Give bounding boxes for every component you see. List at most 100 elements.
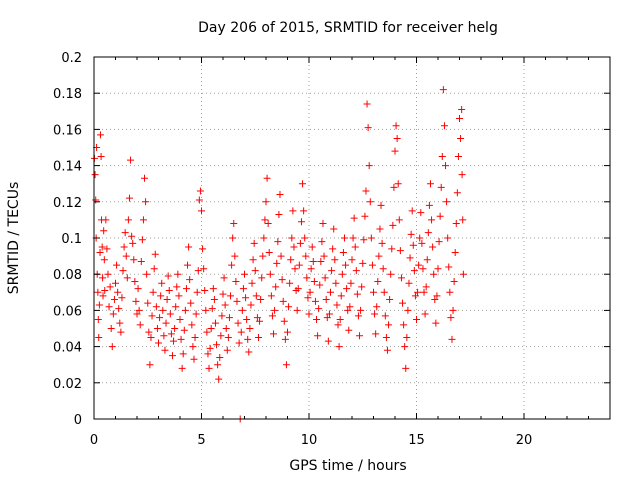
data-point xyxy=(371,310,379,318)
data-point xyxy=(270,330,278,338)
data-point xyxy=(368,261,376,269)
data-point xyxy=(311,297,319,305)
data-point xyxy=(122,252,130,260)
data-point xyxy=(99,274,107,282)
data-point xyxy=(397,274,405,282)
data-point xyxy=(352,267,360,275)
data-point xyxy=(320,252,328,260)
data-point xyxy=(375,252,383,260)
data-point xyxy=(231,252,239,260)
data-point xyxy=(163,296,171,304)
data-point xyxy=(220,274,228,282)
data-point xyxy=(249,256,257,264)
data-point xyxy=(289,207,297,215)
data-point xyxy=(338,270,346,278)
y-tick-label: 0.18 xyxy=(53,87,82,102)
data-point xyxy=(133,310,141,318)
data-point xyxy=(339,248,347,256)
data-point xyxy=(433,292,441,300)
data-point xyxy=(409,241,417,249)
data-point xyxy=(263,174,271,182)
data-point xyxy=(176,315,184,323)
data-point xyxy=(275,210,283,218)
data-point xyxy=(287,256,295,264)
data-point xyxy=(386,296,394,304)
data-point xyxy=(130,256,138,264)
data-point xyxy=(260,234,268,242)
data-point xyxy=(121,229,129,237)
data-point xyxy=(394,180,402,188)
data-point xyxy=(293,306,301,314)
data-point xyxy=(360,236,368,244)
data-point xyxy=(385,321,393,329)
data-point xyxy=(167,330,175,338)
data-point xyxy=(328,267,336,275)
data-point xyxy=(215,375,223,383)
data-point xyxy=(145,328,153,336)
data-point xyxy=(381,312,389,320)
data-point xyxy=(110,296,118,304)
data-point xyxy=(272,283,280,291)
data-point xyxy=(131,277,139,285)
data-point xyxy=(150,265,158,273)
data-point xyxy=(349,234,357,242)
data-point xyxy=(155,339,162,347)
data-point xyxy=(413,315,420,323)
data-point xyxy=(354,312,362,320)
data-point xyxy=(199,245,207,253)
x-tick-label: 0 xyxy=(90,433,98,448)
data-point xyxy=(353,290,361,298)
data-point xyxy=(364,124,372,132)
data-point xyxy=(379,265,387,273)
data-point xyxy=(390,183,398,191)
data-point xyxy=(175,292,183,300)
data-point xyxy=(299,180,307,188)
data-point xyxy=(330,225,338,233)
data-point xyxy=(395,216,403,224)
data-point xyxy=(106,283,114,291)
data-point xyxy=(200,265,208,273)
data-point xyxy=(303,274,311,282)
data-point xyxy=(396,247,404,255)
data-point xyxy=(281,335,289,343)
data-point xyxy=(406,254,414,262)
data-point xyxy=(336,315,344,323)
data-point xyxy=(132,297,140,305)
data-point xyxy=(94,288,102,296)
data-point xyxy=(227,292,235,300)
data-point xyxy=(190,355,198,363)
data-point xyxy=(314,332,322,340)
data-point xyxy=(422,283,430,291)
data-point xyxy=(273,259,281,267)
data-point xyxy=(334,321,342,329)
data-point xyxy=(100,227,108,235)
data-point xyxy=(246,325,254,332)
data-point xyxy=(181,306,189,314)
data-point xyxy=(257,296,265,304)
x-tick-label: 5 xyxy=(197,433,205,448)
data-point xyxy=(264,220,272,228)
data-point xyxy=(436,212,444,220)
data-point xyxy=(168,352,176,360)
data-point xyxy=(125,194,133,202)
data-point xyxy=(196,187,204,195)
data-point xyxy=(250,239,258,247)
data-point xyxy=(258,274,266,282)
data-point xyxy=(134,285,142,293)
data-point xyxy=(223,346,231,354)
data-point xyxy=(447,314,455,322)
data-point xyxy=(389,221,397,229)
data-point xyxy=(113,261,121,269)
data-point xyxy=(271,306,279,314)
data-point xyxy=(180,326,188,334)
data-point xyxy=(404,306,412,314)
data-point xyxy=(323,314,331,322)
data-point xyxy=(367,234,375,242)
data-point xyxy=(171,325,179,332)
data-point xyxy=(103,245,111,253)
data-point xyxy=(420,288,428,296)
data-point xyxy=(282,361,290,369)
data-point xyxy=(192,310,200,318)
data-point xyxy=(351,243,359,251)
